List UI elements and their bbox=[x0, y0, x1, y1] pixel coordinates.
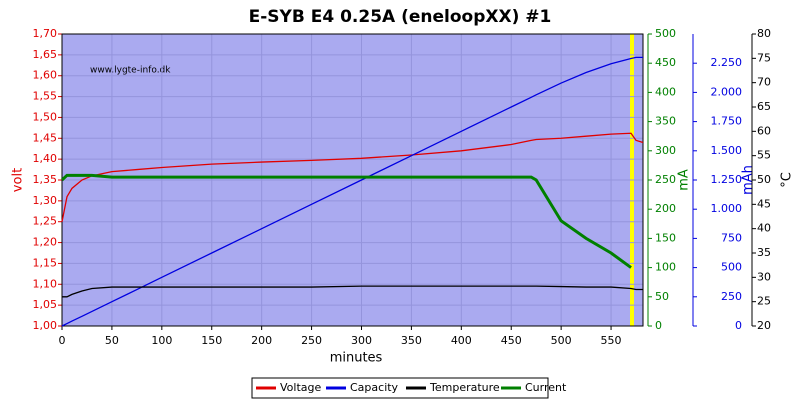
y4-tick-label: 25 bbox=[757, 295, 771, 308]
y4-tick-label: 65 bbox=[757, 100, 771, 113]
y4-tick-label: 45 bbox=[757, 197, 771, 210]
y4-tick-label: 30 bbox=[757, 270, 771, 283]
legend-label: Current bbox=[525, 381, 567, 394]
y4-tick-label: 55 bbox=[757, 149, 771, 162]
y3-tick-label: 0 bbox=[735, 319, 742, 332]
chart-title: E-SYB E4 0.25A (eneloopXX) #1 bbox=[249, 7, 552, 27]
watermark: www.lygte-info.dk bbox=[90, 66, 171, 76]
legend-label: Capacity bbox=[350, 381, 399, 394]
y3-tick-label: 500 bbox=[721, 261, 742, 274]
y2-tick-label: 350 bbox=[655, 115, 676, 128]
y-tick-label: 1,15 bbox=[33, 256, 58, 269]
series-line bbox=[62, 285, 643, 298]
y-axis-title: volt bbox=[11, 168, 26, 192]
y3-tick-label: 1.750 bbox=[711, 115, 743, 128]
legend-box bbox=[251, 377, 549, 399]
y4-tick-label: 35 bbox=[757, 246, 771, 259]
y3-tick-label: 1.250 bbox=[711, 173, 743, 186]
y2-tick-label: 150 bbox=[655, 231, 676, 244]
y3-tick-label: 1.000 bbox=[711, 202, 743, 215]
x-tick-label: 350 bbox=[401, 334, 422, 347]
series-line bbox=[61, 56, 643, 327]
x-tick-label: 400 bbox=[451, 334, 472, 347]
y2-tick-label: 400 bbox=[655, 85, 676, 98]
legend-label: Voltage bbox=[280, 381, 321, 394]
x-tick-label: 0 bbox=[59, 334, 66, 347]
y-tick-label: 1,05 bbox=[33, 298, 58, 311]
y3-tick-label: 1.500 bbox=[711, 144, 743, 157]
y3-tick-label: 2.250 bbox=[711, 56, 743, 69]
y-tick-label: 1,50 bbox=[33, 110, 58, 123]
y-tick-label: 1,55 bbox=[33, 90, 58, 103]
y2-tick-label: 0 bbox=[655, 319, 662, 332]
y2-axis-title: mA bbox=[677, 169, 692, 191]
x-tick-label: 550 bbox=[601, 334, 622, 347]
y-tick-label: 1,30 bbox=[33, 194, 58, 207]
x-tick-label: 50 bbox=[105, 334, 119, 347]
y-tick-label: 1,10 bbox=[33, 277, 58, 290]
y2-tick-label: 50 bbox=[655, 290, 669, 303]
y3-tick-label: 2.000 bbox=[711, 85, 743, 98]
y2-tick-label: 300 bbox=[655, 144, 676, 157]
y4-tick-label: 50 bbox=[757, 173, 771, 186]
x-axis-title: minutes bbox=[330, 351, 383, 366]
y2-tick-label: 500 bbox=[655, 27, 676, 40]
y3-tick-label: 750 bbox=[721, 231, 742, 244]
y-tick-label: 1,65 bbox=[33, 48, 58, 61]
x-tick-label: 300 bbox=[351, 334, 372, 347]
series-line bbox=[60, 173, 632, 269]
x-tick-label: 100 bbox=[151, 334, 172, 347]
y2-tick-label: 100 bbox=[655, 261, 676, 274]
x-tick-label: 500 bbox=[551, 334, 572, 347]
y3-tick-label: 250 bbox=[721, 290, 742, 303]
y4-tick-label: 75 bbox=[757, 51, 771, 64]
y4-tick-label: 60 bbox=[757, 124, 771, 137]
series-line bbox=[61, 132, 644, 222]
y2-tick-label: 450 bbox=[655, 56, 676, 69]
y-tick-label: 1,40 bbox=[33, 152, 58, 165]
x-tick-label: 200 bbox=[251, 334, 272, 347]
y2-tick-label: 200 bbox=[655, 202, 676, 215]
y-tick-label: 1,60 bbox=[33, 69, 58, 82]
y4-tick-label: 70 bbox=[757, 76, 771, 89]
y4-tick-label: 40 bbox=[757, 222, 771, 235]
y4-tick-label: 20 bbox=[757, 319, 771, 332]
x-tick-label: 150 bbox=[201, 334, 222, 347]
y-tick-label: 1,70 bbox=[33, 27, 58, 40]
x-tick-label: 250 bbox=[301, 334, 322, 347]
legend-label: Temperature bbox=[429, 381, 500, 394]
y-tick-label: 1,45 bbox=[33, 131, 58, 144]
y-tick-label: 1,20 bbox=[33, 236, 58, 249]
y2-tick-label: 250 bbox=[655, 173, 676, 186]
y-tick-label: 1,25 bbox=[33, 215, 58, 228]
x-tick-label: 450 bbox=[501, 334, 522, 347]
y4-axis-title: °C bbox=[780, 172, 795, 188]
y-tick-label: 1,35 bbox=[33, 173, 58, 186]
y-tick-label: 1,00 bbox=[33, 319, 58, 332]
y4-tick-label: 80 bbox=[757, 27, 771, 40]
